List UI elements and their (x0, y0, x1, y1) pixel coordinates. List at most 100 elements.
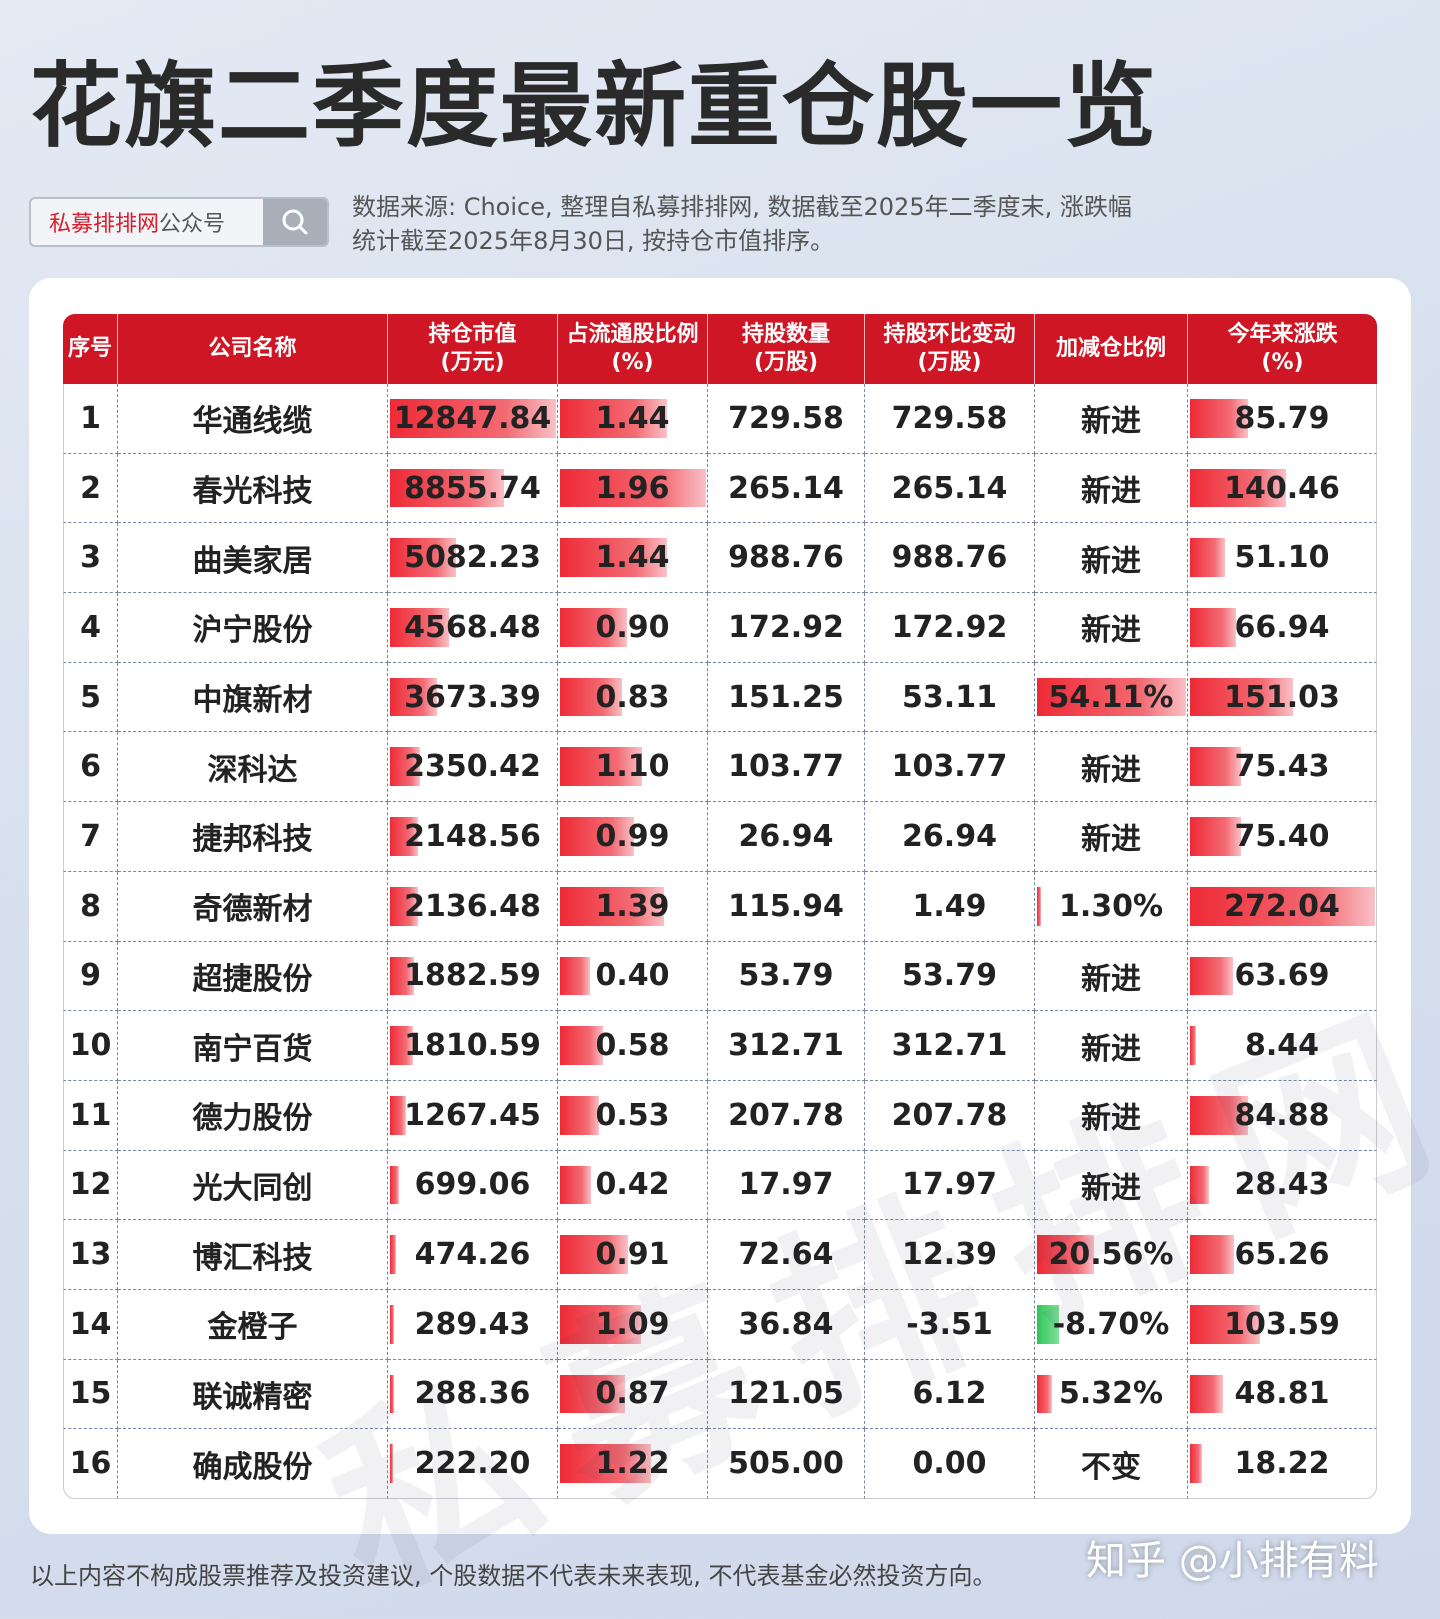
share-change: 17.97 (865, 1150, 1035, 1221)
float-ratio: 1.10 (558, 732, 708, 803)
float-ratio: 1.09 (558, 1289, 708, 1360)
value-bar (560, 1444, 651, 1483)
table-row: 5 中旗新材 3673.39 0.83 151.25 53.11 54.11% 151.03 (63, 662, 1377, 733)
float-ratio-text: 0.42 (595, 1167, 670, 1203)
share-change: 0.00 (865, 1429, 1035, 1499)
value-bar (1190, 538, 1225, 578)
share-change-text: 1.49 (912, 888, 987, 924)
holding-value: 5082.23 (388, 523, 558, 594)
adjust-ratio: 5.32% (1035, 1359, 1188, 1430)
share-change: 53.79 (865, 941, 1035, 1012)
adjust-ratio-text: 新进 (1081, 822, 1141, 858)
company-name-text: 华通线缆 (192, 404, 313, 440)
company-name-text: 春光科技 (192, 474, 313, 510)
rank-cell: 15 (63, 1359, 118, 1430)
ytd-change: 65.26 (1188, 1220, 1377, 1290)
share-change-text: 0.00 (912, 1446, 987, 1482)
search-icon (282, 209, 308, 235)
holding-value: 222.20 (388, 1429, 558, 1499)
value-bar (390, 747, 421, 787)
share-count-text: 121.05 (728, 1376, 844, 1412)
rank-cell-text: 4 (80, 609, 101, 645)
ytd-change-text: 63.69 (1234, 958, 1330, 994)
adjust-ratio-text: 新进 (1081, 1170, 1141, 1206)
float-ratio: 1.22 (558, 1429, 708, 1499)
holding-value-text: 288.36 (414, 1376, 531, 1412)
share-count: 72.64 (708, 1220, 865, 1290)
value-bar (390, 1026, 414, 1065)
ytd-change: 28.43 (1188, 1150, 1377, 1221)
rank-cell-text: 1 (80, 400, 101, 436)
column-header: 占流通股比例 (%) (558, 314, 708, 384)
share-change-text: 53.11 (902, 679, 997, 715)
value-bar (1190, 1235, 1235, 1274)
company-name: 沪宁股份 (118, 593, 388, 663)
search-brand: 私募排排网 (49, 212, 160, 237)
float-ratio: 0.53 (558, 1080, 708, 1151)
value-bar (560, 399, 668, 438)
value-bar (560, 886, 664, 926)
table-row: 12 光大同创 699.06 0.42 17.97 17.97 新进 28.43 (63, 1150, 1377, 1221)
share-count-text: 207.78 (728, 1097, 844, 1133)
rank-cell-text: 3 (80, 540, 101, 576)
value-bar (390, 608, 450, 647)
value-bar (560, 956, 590, 996)
ytd-change: 103.59 (1188, 1289, 1377, 1360)
search-button[interactable] (263, 199, 327, 245)
adjust-ratio: 新进 (1035, 941, 1188, 1012)
value-bar (1037, 1304, 1059, 1344)
ytd-change: 84.88 (1188, 1080, 1377, 1151)
value-bar (1190, 608, 1236, 647)
rank-cell: 13 (63, 1220, 118, 1290)
holding-value: 4568.48 (388, 593, 558, 663)
column-header: 持股数量 (万股) (708, 314, 865, 384)
company-name: 光大同创 (118, 1150, 388, 1221)
column-header: 持股环比变动 (万股) (865, 314, 1035, 384)
share-change: 53.11 (865, 662, 1035, 733)
column-header: 持仓市值 (万元) (388, 314, 558, 384)
share-change: -3.51 (865, 1289, 1035, 1360)
value-bar (1190, 468, 1286, 508)
float-ratio: 0.83 (558, 662, 708, 733)
ytd-change-text: 18.22 (1234, 1446, 1330, 1482)
source-note: 数据来源: Choice, 整理自私募排排网, 数据截至2025年二季度末, 涨… (352, 193, 1132, 255)
holding-value-text: 1882.59 (404, 958, 541, 994)
rank-cell: 1 (63, 384, 118, 454)
adjust-ratio: 新进 (1035, 384, 1188, 454)
rank-cell: 7 (63, 802, 118, 872)
value-bar (1190, 1304, 1261, 1344)
value-bar (1190, 1374, 1224, 1414)
company-name: 金橙子 (118, 1289, 388, 1360)
rank-cell: 4 (63, 593, 118, 663)
adjust-ratio-text: 1.30% (1058, 888, 1164, 924)
rank-cell: 10 (63, 1011, 118, 1081)
ytd-change: 140.46 (1188, 453, 1377, 524)
value-bar (560, 468, 706, 508)
company-name-text: 捷邦科技 (192, 822, 313, 858)
float-ratio-text: 0.58 (595, 1028, 670, 1064)
value-bar (1190, 1026, 1196, 1065)
ytd-change: 272.04 (1188, 871, 1377, 942)
share-count: 172.92 (708, 593, 865, 663)
adjust-ratio: 新进 (1035, 453, 1188, 524)
value-bar (560, 1235, 628, 1274)
ytd-change: 63.69 (1188, 941, 1377, 1012)
column-header: 序号 (63, 314, 118, 384)
share-change-text: 6.12 (912, 1376, 987, 1412)
company-name-text: 曲美家居 (192, 543, 313, 579)
holding-value-text: 3673.39 (404, 679, 541, 715)
value-bar (1190, 1095, 1248, 1135)
search-box[interactable]: 私募排排网公众号 (29, 197, 329, 247)
table-row: 8 奇德新材 2136.48 1.39 115.94 1.49 1.30% 272.04 (63, 871, 1377, 942)
adjust-ratio-text: 54.11% (1048, 679, 1174, 715)
share-count: 505.00 (708, 1429, 865, 1499)
float-ratio-text: 0.53 (595, 1097, 670, 1133)
holdings-table: 序号 公司名称 持仓市值 (万元) 占流通股比例 (%) 持股数量 (万股) 持股环比变动… (63, 314, 1377, 1499)
company-name: 奇德新材 (118, 871, 388, 942)
company-name: 德力股份 (118, 1080, 388, 1151)
float-ratio: 0.90 (558, 593, 708, 663)
holding-value: 1267.45 (388, 1080, 558, 1151)
company-name-text: 深科达 (207, 752, 298, 788)
share-count: 53.79 (708, 941, 865, 1012)
ytd-change-text: 28.43 (1234, 1167, 1330, 1203)
